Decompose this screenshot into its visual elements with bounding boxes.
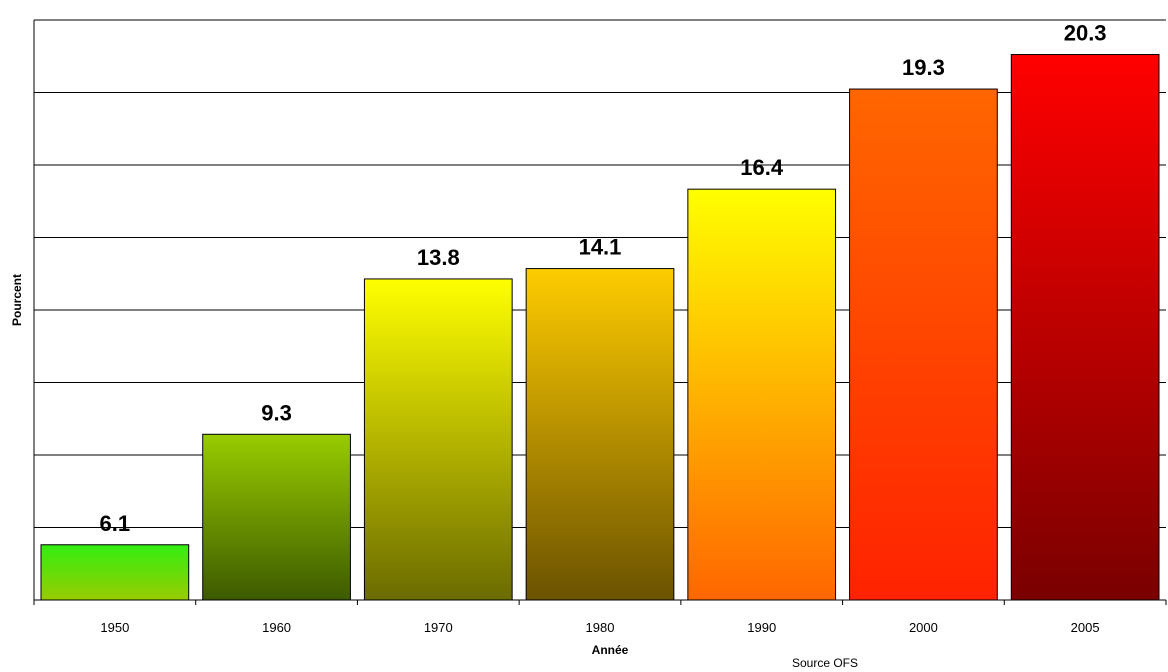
x-tick-labels: 1950 1960 1970 1980 1990 2000 2005 bbox=[100, 620, 1099, 635]
data-label-1970: 13.8 bbox=[417, 245, 460, 270]
bar-1990 bbox=[687, 188, 837, 601]
data-label-1980: 14.1 bbox=[579, 235, 622, 260]
bar-1960 bbox=[202, 433, 351, 601]
x-tick-label-2000: 2000 bbox=[909, 620, 938, 635]
bars bbox=[40, 54, 1160, 601]
bar-1980 bbox=[525, 268, 675, 601]
source-note: Source OFS bbox=[791, 656, 859, 670]
bar-2005 bbox=[1010, 54, 1160, 601]
data-label-2000: 19.3 bbox=[902, 55, 945, 80]
bar-1970 bbox=[363, 278, 513, 601]
data-label-1960: 9.3 bbox=[261, 400, 292, 425]
data-label-2005: 20.3 bbox=[1064, 21, 1107, 46]
x-tick-label-1960: 1960 bbox=[262, 620, 291, 635]
bar-1950 bbox=[40, 544, 190, 601]
x-tick-label-2005: 2005 bbox=[1071, 620, 1100, 635]
x-tick-label-1980: 1980 bbox=[586, 620, 615, 635]
x-tick-label-1990: 1990 bbox=[747, 620, 776, 635]
data-labels: 6.1 9.3 13.8 14.1 16.4 19.3 20.3 bbox=[100, 21, 1107, 536]
data-label-1950: 6.1 bbox=[100, 511, 131, 536]
x-axis bbox=[33, 20, 1167, 605]
x-axis-label: Année bbox=[591, 643, 629, 657]
x-tick-label-1970: 1970 bbox=[424, 620, 453, 635]
y-axis-label-wrap: Pourcent bbox=[2, 240, 32, 360]
y-axis-label: Pourcent bbox=[10, 273, 25, 327]
bar-2000 bbox=[849, 88, 998, 601]
data-label-1990: 16.4 bbox=[740, 155, 784, 180]
x-tick-label-1950: 1950 bbox=[100, 620, 129, 635]
